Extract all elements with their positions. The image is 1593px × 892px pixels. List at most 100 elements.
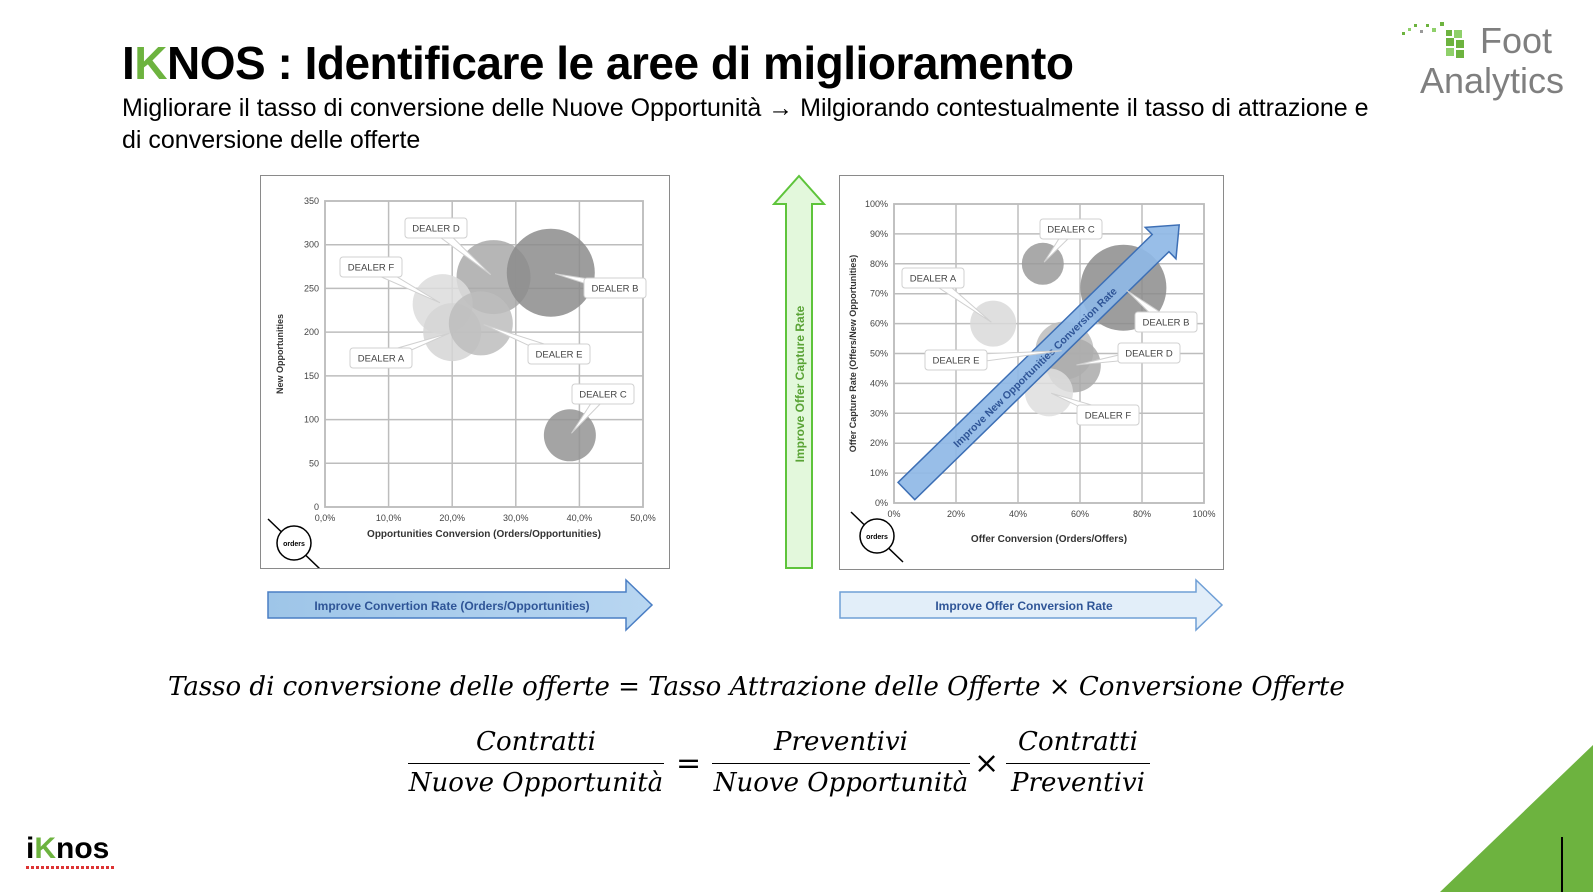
- fraction-denominator: Preventivi: [1011, 768, 1145, 798]
- fraction-quotes-opportunities: Preventivi Nuove Opportunità: [712, 727, 970, 798]
- callout-box: [1076, 404, 1140, 426]
- y-tick-label: 0%: [875, 498, 888, 508]
- point-label: DEALER F: [1085, 411, 1132, 422]
- point-label: DEALER E: [933, 356, 980, 367]
- improve-conversion-arrow: Improve Convertion Rate (Orders/Opportun…: [267, 578, 654, 632]
- bubble-dealer-b: [506, 228, 595, 317]
- formula-line: Tasso di conversione delle offerte = Tas…: [168, 672, 1345, 702]
- point-label: DEALER B: [592, 284, 639, 295]
- title-rest: NOS : Identificare le aree di migliorame…: [167, 37, 1074, 89]
- iknos-brand: iKnos: [26, 832, 109, 866]
- fraction-numerator: Preventivi: [712, 727, 970, 764]
- y-tick-label: 80%: [870, 259, 888, 269]
- x-tick-label: 40%: [1009, 509, 1027, 519]
- y-tick-label: 250: [304, 283, 319, 293]
- y-tick-label: 90%: [870, 229, 888, 239]
- point-label: DEALER A: [910, 274, 957, 285]
- x-tick-label: 10,0%: [376, 513, 402, 523]
- improve-capture-arrow: Improve Offer Capture Rate: [772, 174, 827, 569]
- fraction-denominator: Nuove Opportunità: [408, 768, 664, 798]
- brand-underline: [26, 866, 114, 869]
- y-tick-label: 30%: [870, 408, 888, 418]
- y-tick-label: 70%: [870, 289, 888, 299]
- callout-box: [1039, 218, 1103, 240]
- fraction-contracts-opportunities: Contratti Nuove Opportunità: [408, 727, 664, 798]
- corner-triangle: [1440, 745, 1593, 892]
- y-tick-label: 20%: [870, 438, 888, 448]
- chart-offers-svg: 0% 20% 40% 60% 80% 100% 0% 10% 20% 30% 40% 50% 60% 70…: [848, 199, 1216, 563]
- callout-box: [571, 383, 635, 405]
- x-tick-label: 0,0%: [315, 513, 336, 523]
- brand-rest: nos: [56, 832, 110, 865]
- callout-box: [339, 256, 403, 278]
- y-tick-label: 50%: [870, 349, 888, 359]
- x-tick-label: 100%: [1192, 509, 1215, 519]
- point-label: DEALER A: [358, 354, 405, 365]
- callout-box: [924, 349, 988, 371]
- y-axis-label: New Opportunities: [275, 314, 285, 394]
- x-tick-label: 20%: [947, 509, 965, 519]
- y-tick-label: 100: [304, 415, 319, 425]
- callout-box: [901, 267, 965, 289]
- y-tick-label: 150: [304, 371, 319, 381]
- fraction-numerator: Contratti: [1006, 727, 1150, 764]
- logo-foot-text: Foot: [1480, 20, 1553, 61]
- bubble-dealer-a: [970, 300, 1017, 347]
- legend-label: orders: [866, 534, 888, 541]
- fraction-denominator: Nuove Opportunità: [713, 768, 969, 798]
- x-axis-label: Offer Conversion (Orders/Offers): [971, 534, 1127, 545]
- title-i: I: [122, 37, 135, 89]
- point-label: DEALER D: [1125, 349, 1173, 360]
- x-tick-label: 30,0%: [503, 513, 529, 523]
- x-tick-label: 0%: [887, 509, 900, 519]
- chart-opportunities-svg: 0,0% 10,0% 20,0% 30,0% 40,0% 50,0% 0 50 100 150 20…: [267, 196, 656, 570]
- chart-opportunities: 0,0% 10,0% 20,0% 30,0% 40,0% 50,0% 0 50 100 150 20…: [260, 175, 670, 570]
- y-axis-label: Offer Capture Rate (Offers/New Opportuni…: [848, 255, 858, 453]
- fraction-numerator: Contratti: [408, 727, 664, 764]
- foot-analytics-logo: Foot Analytics: [1400, 14, 1590, 114]
- x-tick-label: 50,0%: [630, 513, 656, 523]
- title-k: K: [134, 37, 168, 89]
- y-tick-label: 350: [304, 196, 319, 206]
- improve-offer-conversion-arrow: Improve Offer Conversion Rate: [839, 578, 1224, 632]
- callout-box: [583, 277, 647, 299]
- fraction-contracts-quotes: Contratti Preventivi: [1006, 727, 1150, 798]
- y-tick-label: 50: [309, 458, 319, 468]
- page-subtitle: Migliorare il tasso di conversione delle…: [122, 94, 1369, 154]
- x-tick-label: 20,0%: [439, 513, 465, 523]
- y-tick-label: 0: [314, 502, 319, 512]
- page-title: IKNOS : Identificare le aree di migliora…: [122, 36, 1074, 90]
- improve-offer-conversion-label: Improve Offer Conversion Rate: [935, 599, 1113, 613]
- callout-box: [1117, 342, 1181, 364]
- x-tick-label: 80%: [1133, 509, 1151, 519]
- point-label: DEALER C: [579, 390, 627, 401]
- callout-box: [527, 343, 591, 365]
- brand-i: i: [26, 832, 35, 865]
- y-tick-label: 60%: [870, 319, 888, 329]
- improve-conversion-label: Improve Convertion Rate (Orders/Opportun…: [314, 599, 589, 613]
- point-label: DEALER E: [536, 350, 583, 361]
- brand-k: K: [34, 832, 57, 865]
- point-label: DEALER D: [412, 224, 460, 235]
- legend-circle: [276, 525, 312, 561]
- x-tick-label: 40,0%: [567, 513, 593, 523]
- improve-capture-label: Improve Offer Capture Rate: [793, 305, 807, 462]
- times-sign: ×: [974, 746, 1000, 781]
- x-tick-label: 60%: [1071, 509, 1089, 519]
- bubble-dealer-e: [448, 291, 513, 356]
- legend-circle: [859, 518, 895, 554]
- logo-analytics-text: Analytics: [1420, 60, 1565, 101]
- y-tick-label: 200: [304, 327, 319, 337]
- point-label: DEALER C: [1047, 225, 1095, 236]
- x-axis-label: Opportunities Conversion (Orders/Opportu…: [367, 529, 601, 540]
- callout-box: [1134, 311, 1198, 333]
- point-label: DEALER B: [1143, 318, 1190, 329]
- callout-box: [404, 217, 468, 239]
- y-tick-label: 40%: [870, 378, 888, 388]
- callout-box: [349, 347, 413, 369]
- y-tick-label: 10%: [870, 468, 888, 478]
- point-label: DEALER F: [348, 263, 395, 274]
- legend-label: orders: [283, 541, 305, 548]
- diagonal-arrow-shape: [896, 224, 1181, 501]
- pixel-logo-icon: [1402, 22, 1464, 58]
